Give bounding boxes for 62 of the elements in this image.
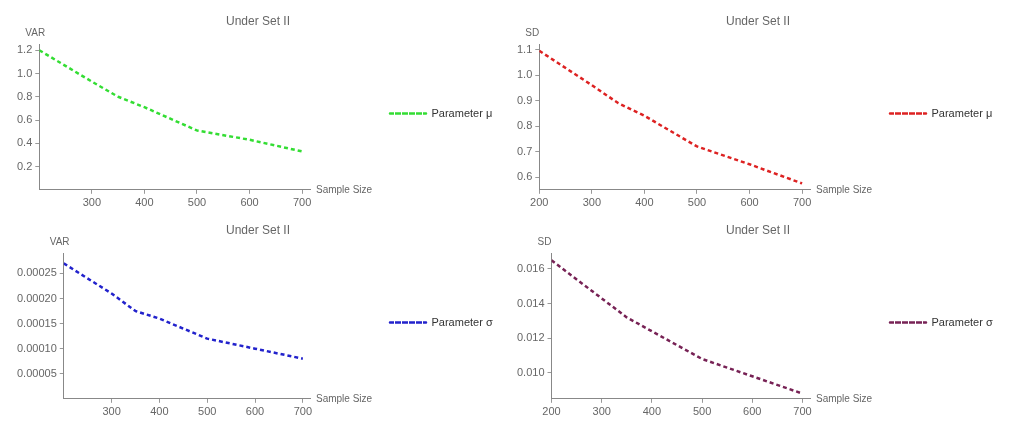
y-tick-label: 1.0 [516,68,533,81]
x-tick-label: 600 [740,196,759,209]
y-tick-label: 0.00005 [17,366,57,379]
x-tick-label: 700 [793,405,812,418]
chart-title: Under Set II [725,222,791,237]
x-tick-label: 400 [642,405,662,418]
chart-title: Under Set II [725,13,791,28]
x-tick-label: 500 [187,196,207,209]
x-axis-title: Sample Size [316,183,373,195]
y-tick-label: 0.4 [16,136,33,149]
x-tick-label: 700 [293,405,313,418]
legend-label: Parameter σ [931,315,993,328]
legend-label: Parameter μ [931,106,993,119]
x-tick-label: 300 [582,196,602,209]
y-tick-label: 0.6 [16,113,33,126]
y-tick-label: 0.8 [516,119,533,132]
y-axis-title: SD [525,27,540,39]
y-tick-label: 0.010 [517,365,545,378]
y-tick-label: 0.016 [517,262,545,275]
y-tick-label: 0.00010 [17,341,57,354]
y-axis-title: VAR [49,236,70,248]
legend-label: Parameter σ [431,315,493,328]
x-tick-label: 600 [245,405,265,418]
legend-label: Parameter μ [431,106,493,119]
x-tick-label: 300 [82,196,102,209]
x-tick-label: 500 [692,405,712,418]
x-axis-title: Sample Size [816,183,873,195]
y-axis-title: VAR [25,27,46,39]
line-series [39,48,304,153]
x-tick-label: 300 [102,405,121,418]
x-tick-label: 200 [530,196,549,209]
y-tick-label: 0.7 [516,144,533,157]
line-series [539,49,804,185]
x-tick-label: 500 [687,196,707,209]
y-tick-label: 0.9 [516,93,533,106]
x-tick-label: 200 [542,405,561,418]
y-tick-label: 1.2 [16,43,33,56]
x-axis-title: Sample Size [316,392,373,404]
y-tick-label: 1.1 [516,42,533,55]
x-tick-label: 700 [292,196,312,209]
y-tick-label: 0.012 [517,331,545,344]
chart-title: Under Set II [225,13,291,28]
y-tick-label: 1.0 [16,66,33,79]
x-tick-label: 400 [150,405,169,418]
chart-title: Under Set II [225,222,291,237]
y-axis-title: SD [537,236,552,248]
x-tick-label: 500 [198,405,217,418]
x-tick-label: 400 [135,196,154,209]
y-tick-label: 0.014 [517,296,545,309]
y-tick-label: 0.8 [16,89,33,102]
x-tick-label: 600 [743,405,762,418]
y-tick-label: 0.00020 [17,291,57,304]
x-tick-label: 600 [240,196,259,209]
line-series [63,262,305,360]
y-tick-label: 0.00015 [17,316,57,329]
y-tick-label: 0.6 [516,170,533,183]
y-tick-label: 0.2 [16,159,33,172]
y-tick-label: 0.00025 [17,266,57,279]
x-tick-label: 700 [792,196,812,209]
x-axis-title: Sample Size [816,392,873,404]
x-tick-label: 300 [592,405,611,418]
x-tick-label: 400 [635,196,654,209]
